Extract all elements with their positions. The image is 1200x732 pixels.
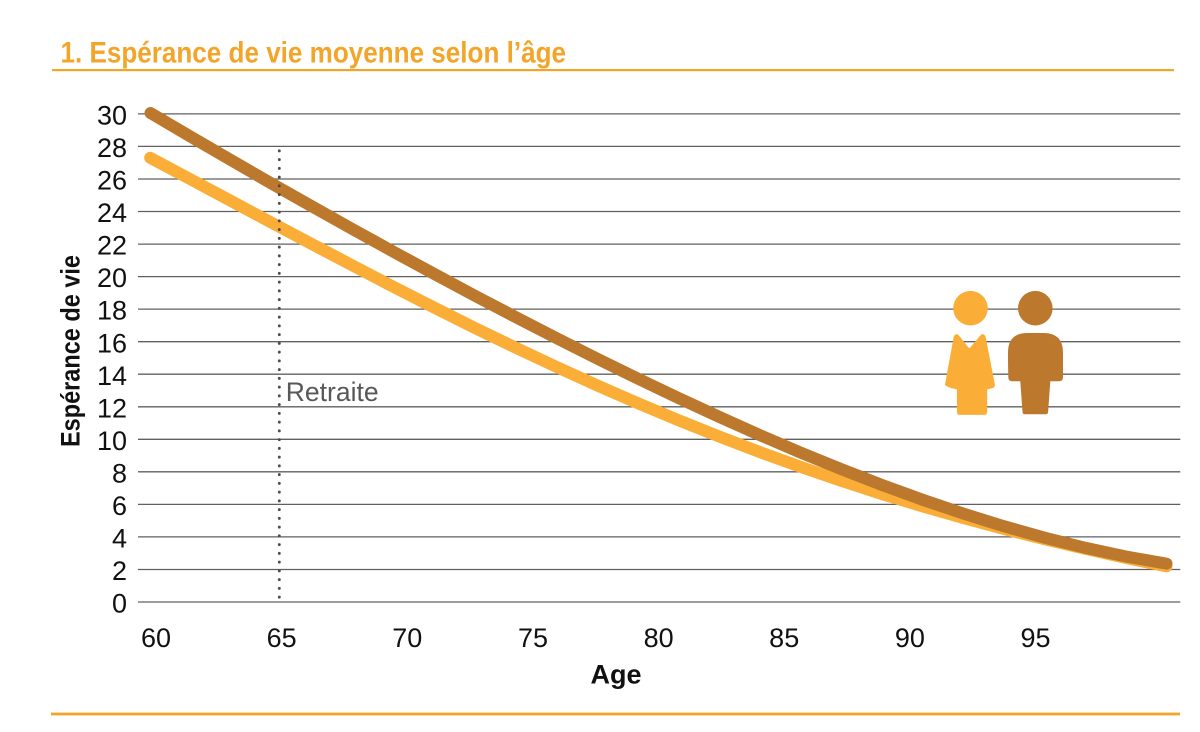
svg-text:22: 22: [97, 231, 127, 261]
svg-text:30: 30: [97, 101, 127, 131]
svg-text:18: 18: [97, 296, 127, 326]
svg-text:12: 12: [97, 393, 127, 423]
svg-text:Espérance de vie: Espérance de vie: [56, 255, 86, 447]
svg-text:Age: Age: [590, 660, 641, 690]
svg-text:26: 26: [97, 166, 127, 196]
svg-text:65: 65: [267, 623, 297, 653]
svg-text:75: 75: [518, 623, 548, 653]
svg-text:80: 80: [644, 623, 674, 653]
svg-text:1. Espérance de vie moyenne se: 1. Espérance de vie moyenne selon l’âge: [61, 37, 567, 70]
svg-text:60: 60: [141, 623, 171, 653]
svg-text:24: 24: [97, 198, 127, 228]
svg-text:4: 4: [112, 524, 127, 554]
svg-text:2: 2: [112, 556, 127, 586]
svg-text:70: 70: [392, 623, 422, 653]
svg-text:85: 85: [769, 623, 799, 653]
svg-text:20: 20: [97, 263, 127, 293]
svg-text:95: 95: [1020, 623, 1050, 653]
svg-text:28: 28: [97, 133, 127, 163]
svg-text:14: 14: [97, 361, 127, 391]
svg-text:10: 10: [97, 426, 127, 456]
svg-text:Retraite: Retraite: [286, 377, 379, 407]
svg-text:90: 90: [895, 623, 925, 653]
svg-text:0: 0: [112, 589, 127, 619]
svg-text:6: 6: [112, 491, 127, 521]
svg-text:16: 16: [97, 328, 127, 358]
svg-text:8: 8: [112, 458, 127, 488]
